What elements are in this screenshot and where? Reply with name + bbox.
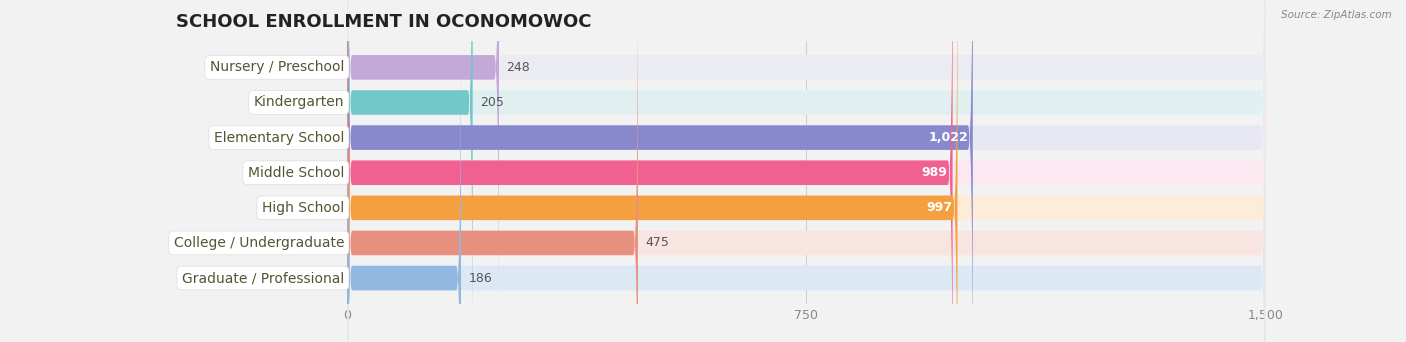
FancyBboxPatch shape — [347, 0, 499, 336]
FancyBboxPatch shape — [347, 0, 1265, 342]
FancyBboxPatch shape — [347, 0, 1265, 342]
FancyBboxPatch shape — [347, 0, 472, 342]
Text: 997: 997 — [927, 201, 953, 214]
Text: 205: 205 — [479, 96, 503, 109]
FancyBboxPatch shape — [347, 0, 973, 342]
Text: 1,022: 1,022 — [928, 131, 967, 144]
Text: Graduate / Professional: Graduate / Professional — [181, 271, 344, 285]
FancyBboxPatch shape — [347, 0, 1265, 336]
FancyBboxPatch shape — [347, 0, 957, 342]
FancyBboxPatch shape — [347, 0, 1265, 342]
FancyBboxPatch shape — [347, 0, 638, 342]
Text: Middle School: Middle School — [247, 166, 344, 180]
Text: 989: 989 — [922, 166, 948, 179]
Text: High School: High School — [262, 201, 344, 215]
FancyBboxPatch shape — [347, 10, 461, 342]
Text: Nursery / Preschool: Nursery / Preschool — [209, 61, 344, 74]
FancyBboxPatch shape — [347, 0, 1265, 342]
Text: Source: ZipAtlas.com: Source: ZipAtlas.com — [1281, 10, 1392, 20]
FancyBboxPatch shape — [347, 0, 953, 342]
Text: Kindergarten: Kindergarten — [253, 95, 344, 109]
Text: 248: 248 — [506, 61, 530, 74]
Text: Elementary School: Elementary School — [214, 131, 344, 145]
FancyBboxPatch shape — [347, 10, 1265, 342]
FancyBboxPatch shape — [347, 0, 1265, 342]
Text: 475: 475 — [645, 236, 669, 249]
Text: 186: 186 — [468, 272, 492, 285]
Text: College / Undergraduate: College / Undergraduate — [173, 236, 344, 250]
Text: SCHOOL ENROLLMENT IN OCONOMOWOC: SCHOOL ENROLLMENT IN OCONOMOWOC — [176, 13, 592, 31]
